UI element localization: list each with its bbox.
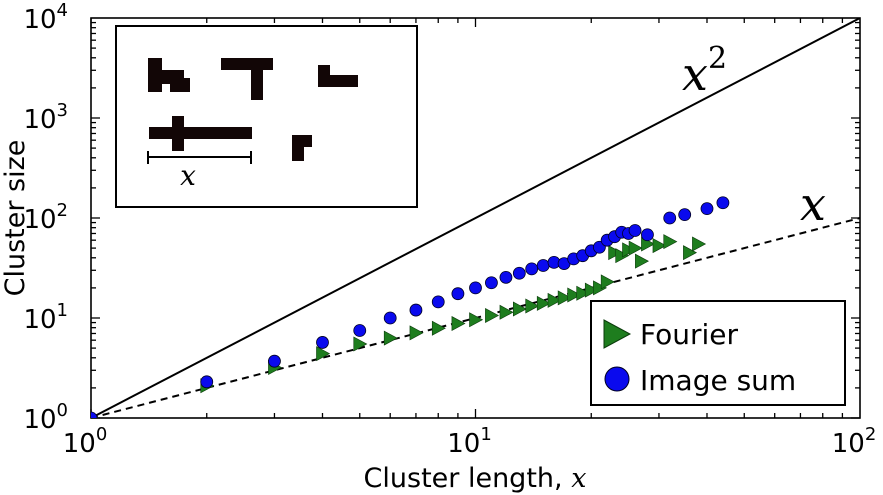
data-point-fourier bbox=[485, 307, 500, 323]
data-point-fourier bbox=[525, 298, 540, 314]
data-point-image-sum bbox=[716, 196, 730, 210]
data-point-fourier bbox=[628, 240, 643, 256]
x-tick-label: 101 bbox=[447, 424, 492, 459]
legend: Fourier Image sum bbox=[590, 300, 846, 406]
reference-label-x: x bbox=[800, 177, 826, 231]
data-point-fourier bbox=[692, 236, 707, 252]
data-point-fourier bbox=[409, 325, 424, 341]
data-point-image-sum bbox=[200, 375, 214, 389]
data-point-fourier bbox=[600, 274, 615, 290]
data-point-fourier bbox=[383, 330, 398, 346]
reference-label-x-squared: x2 bbox=[682, 41, 727, 101]
data-point-fourier bbox=[353, 336, 368, 352]
data-point-image-sum bbox=[91, 411, 98, 418]
data-point-image-sum bbox=[499, 270, 513, 284]
inset-cluster-examples: x bbox=[115, 25, 418, 208]
data-point-fourier bbox=[547, 292, 562, 308]
x-tick-label: 100 bbox=[63, 424, 108, 459]
data-point-image-sum bbox=[628, 224, 642, 237]
data-point-fourier bbox=[635, 253, 649, 269]
inset-scale-bar bbox=[147, 151, 252, 164]
data-point-fourier bbox=[576, 285, 591, 301]
data-point-image-sum bbox=[316, 336, 329, 349]
data-point-fourier bbox=[469, 312, 484, 328]
inset-scale-label: x bbox=[180, 159, 196, 192]
legend-marker-image-sum bbox=[604, 366, 630, 392]
data-point-image-sum bbox=[536, 259, 550, 272]
data-point-image-sum bbox=[485, 276, 498, 290]
data-point-image-sum bbox=[268, 354, 281, 368]
inset-frame bbox=[115, 25, 418, 208]
data-point-fourier bbox=[316, 346, 331, 362]
data-point-fourier bbox=[499, 304, 514, 320]
data-point-fourier bbox=[608, 245, 623, 261]
y-tick-label: 104 bbox=[23, 0, 68, 35]
legend-frame bbox=[590, 300, 846, 406]
x-tick-label: 102 bbox=[832, 424, 877, 459]
data-point-image-sum bbox=[663, 211, 677, 225]
y-tick-label: 101 bbox=[23, 300, 68, 335]
data-point-image-sum bbox=[678, 208, 692, 222]
data-point-image-sum bbox=[700, 202, 714, 216]
data-point-fourier bbox=[451, 316, 466, 332]
data-point-image-sum bbox=[353, 324, 367, 337]
data-point-image-sum bbox=[525, 262, 539, 276]
y-tick-label: 102 bbox=[23, 200, 68, 235]
reference-line-x-squared bbox=[91, 18, 860, 418]
data-point-image-sum bbox=[409, 303, 423, 317]
legend-label-image-sum: Image sum bbox=[640, 364, 796, 397]
data-point-image-sum bbox=[469, 281, 482, 295]
data-point-fourier bbox=[663, 234, 678, 250]
y-tick-label: 100 bbox=[23, 400, 68, 435]
data-point-fourier bbox=[584, 282, 599, 298]
data-point-fourier bbox=[431, 320, 446, 336]
data-point-fourier bbox=[652, 238, 667, 254]
y-tick-label: 103 bbox=[23, 100, 68, 135]
data-point-fourier bbox=[593, 280, 608, 296]
data-point-fourier bbox=[683, 245, 698, 261]
legend-marker-fourier bbox=[603, 319, 632, 349]
legend-label-fourier: Fourier bbox=[640, 318, 739, 351]
data-point-fourier bbox=[615, 248, 630, 264]
data-point-fourier bbox=[536, 295, 551, 311]
x-axis-label: Cluster length, x bbox=[364, 463, 587, 494]
axis-ticks: 100 101 102 100 101 102 103 104 bbox=[23, 0, 876, 459]
data-point-image-sum bbox=[383, 311, 397, 325]
inset-cluster-shapes bbox=[148, 58, 358, 161]
data-point-image-sum bbox=[451, 287, 465, 301]
data-point-fourier bbox=[567, 287, 582, 303]
data-point-image-sum bbox=[512, 266, 526, 280]
data-markers bbox=[91, 196, 730, 418]
data-point-image-sum bbox=[431, 295, 445, 309]
data-point-fourier bbox=[557, 290, 572, 306]
y-axis-label: Cluster size bbox=[0, 140, 31, 297]
data-point-fourier bbox=[513, 301, 527, 317]
data-point-image-sum bbox=[641, 228, 654, 242]
